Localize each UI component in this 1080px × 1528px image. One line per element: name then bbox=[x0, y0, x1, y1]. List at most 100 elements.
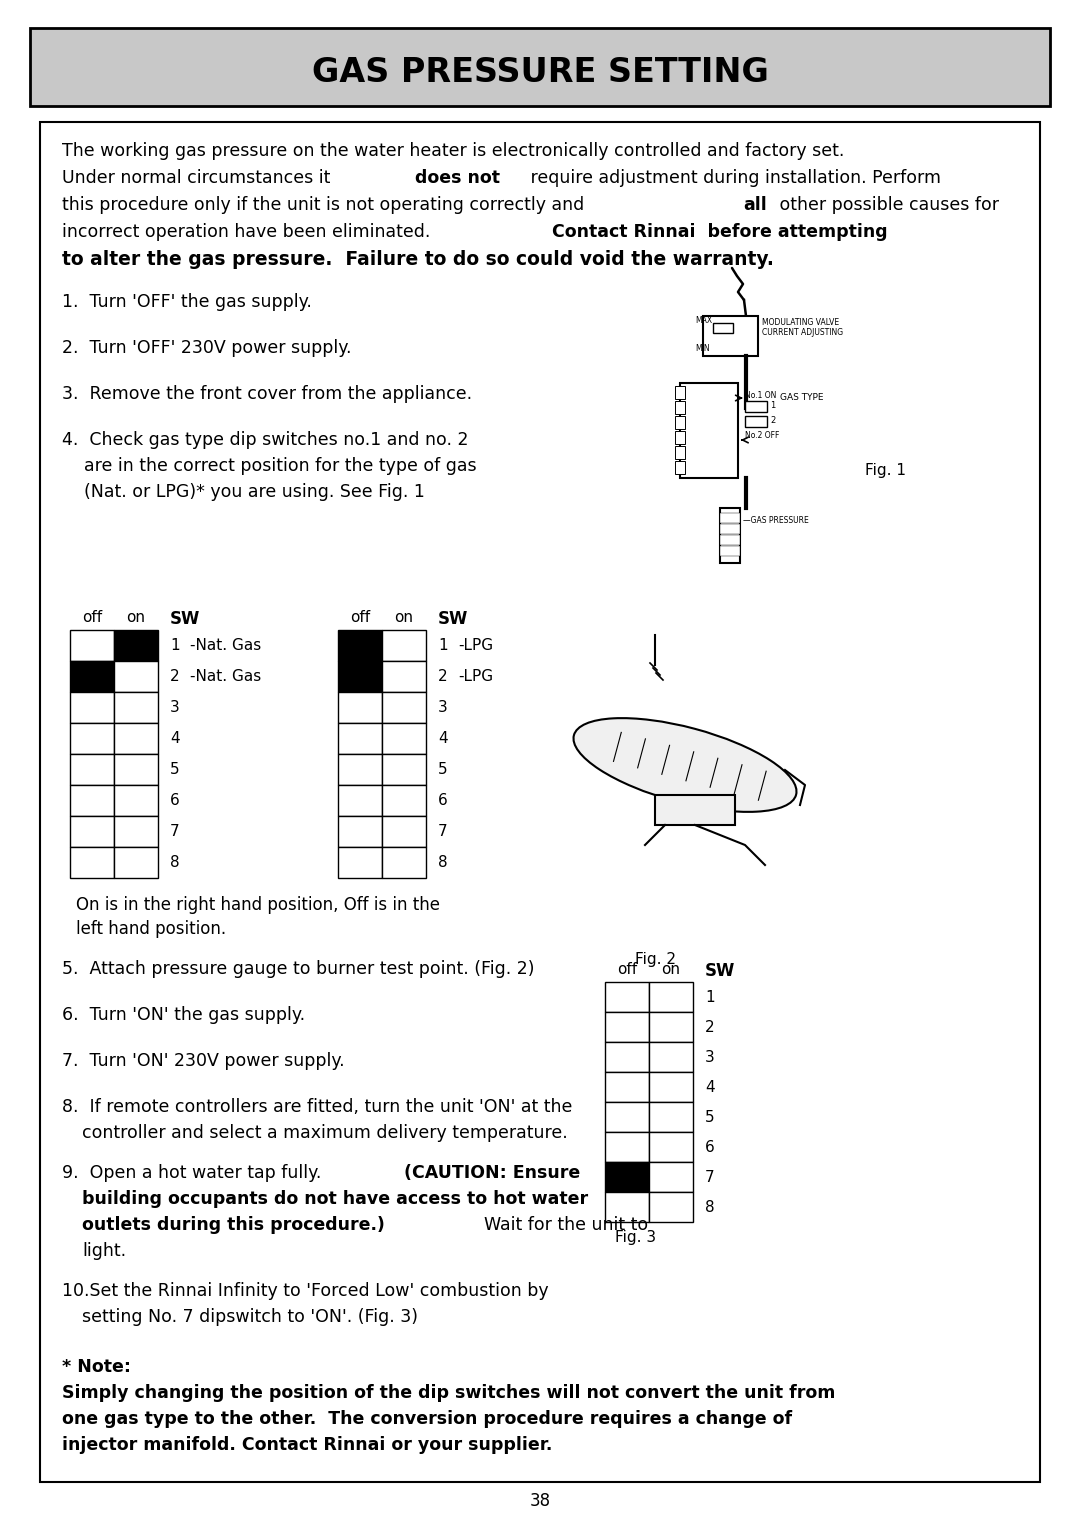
Text: Fig. 3: Fig. 3 bbox=[615, 1230, 657, 1245]
Bar bbox=[338, 662, 382, 692]
Text: 4: 4 bbox=[705, 1079, 715, 1094]
Bar bbox=[605, 1192, 649, 1222]
Text: 2: 2 bbox=[705, 1019, 715, 1034]
Bar bbox=[114, 630, 158, 662]
Bar bbox=[649, 1192, 693, 1222]
Bar bbox=[114, 785, 158, 816]
Text: (CAUTION: Ensure: (CAUTION: Ensure bbox=[404, 1164, 580, 1183]
Text: Under normal circumstances it: Under normal circumstances it bbox=[62, 170, 336, 186]
Text: off: off bbox=[350, 610, 370, 625]
Text: 7: 7 bbox=[705, 1169, 715, 1184]
Bar bbox=[338, 692, 382, 723]
Bar bbox=[605, 1012, 649, 1042]
Bar bbox=[114, 662, 158, 692]
Bar bbox=[720, 513, 740, 523]
Bar bbox=[338, 723, 382, 753]
Text: GAS TYPE: GAS TYPE bbox=[780, 393, 824, 402]
Text: 8: 8 bbox=[438, 856, 447, 869]
Text: SW: SW bbox=[170, 610, 201, 628]
Bar bbox=[30, 28, 1050, 105]
Text: 6.  Turn 'ON' the gas supply.: 6. Turn 'ON' the gas supply. bbox=[62, 1005, 306, 1024]
Bar bbox=[605, 1102, 649, 1132]
Bar bbox=[605, 1132, 649, 1161]
Text: Fig. 1: Fig. 1 bbox=[865, 463, 906, 478]
Bar bbox=[720, 524, 740, 533]
Bar bbox=[382, 785, 426, 816]
Text: MAX: MAX bbox=[696, 316, 712, 325]
Text: No.1 ON: No.1 ON bbox=[745, 391, 777, 400]
Text: -Nat. Gas: -Nat. Gas bbox=[190, 669, 261, 685]
Bar bbox=[675, 416, 685, 429]
Text: -LPG: -LPG bbox=[458, 669, 494, 685]
Text: 1: 1 bbox=[705, 990, 715, 1004]
Bar bbox=[649, 1161, 693, 1192]
Bar bbox=[338, 816, 382, 847]
Text: Fig. 2: Fig. 2 bbox=[635, 952, 676, 967]
Text: 1: 1 bbox=[438, 639, 447, 652]
Text: setting No. 7 dipswitch to 'ON'. (Fig. 3): setting No. 7 dipswitch to 'ON'. (Fig. 3… bbox=[82, 1308, 418, 1326]
Text: 8.  If remote controllers are fitted, turn the unit 'ON' at the: 8. If remote controllers are fitted, tur… bbox=[62, 1099, 572, 1115]
Text: —GAS PRESSURE: —GAS PRESSURE bbox=[743, 516, 809, 526]
Bar bbox=[382, 630, 426, 662]
Text: Simply changing the position of the dip switches will not convert the unit from: Simply changing the position of the dip … bbox=[62, 1384, 835, 1403]
Text: to alter the gas pressure.  Failure to do so could void the warranty.: to alter the gas pressure. Failure to do… bbox=[62, 251, 774, 269]
Text: all: all bbox=[743, 196, 767, 214]
Text: 8: 8 bbox=[705, 1199, 715, 1215]
Bar bbox=[649, 1012, 693, 1042]
Bar bbox=[649, 1042, 693, 1073]
Text: SW: SW bbox=[705, 963, 735, 979]
Text: No.2 OFF: No.2 OFF bbox=[745, 431, 780, 440]
Text: On is in the right hand position, Off is in the: On is in the right hand position, Off is… bbox=[76, 895, 440, 914]
Bar bbox=[114, 847, 158, 879]
Bar bbox=[70, 692, 114, 723]
Text: other possible causes for: other possible causes for bbox=[773, 196, 999, 214]
Text: 38: 38 bbox=[529, 1491, 551, 1510]
Text: light.: light. bbox=[82, 1242, 126, 1261]
Bar bbox=[654, 795, 735, 825]
Text: one gas type to the other.  The conversion procedure requires a change of: one gas type to the other. The conversio… bbox=[62, 1410, 792, 1429]
Bar bbox=[338, 785, 382, 816]
Bar bbox=[338, 847, 382, 879]
Bar bbox=[382, 692, 426, 723]
Bar bbox=[720, 545, 740, 556]
Text: (Nat. or LPG)* you are using. See Fig. 1: (Nat. or LPG)* you are using. See Fig. 1 bbox=[84, 483, 424, 501]
Text: require adjustment during installation. Perform: require adjustment during installation. … bbox=[525, 170, 941, 186]
Text: 9.  Open a hot water tap fully.: 9. Open a hot water tap fully. bbox=[62, 1164, 327, 1183]
Text: 3: 3 bbox=[705, 1050, 715, 1065]
Text: Contact Rinnai  before attempting: Contact Rinnai before attempting bbox=[552, 223, 887, 241]
Text: 1: 1 bbox=[770, 400, 775, 410]
Text: does not: does not bbox=[416, 170, 500, 186]
Text: 6: 6 bbox=[438, 793, 448, 808]
Bar bbox=[114, 816, 158, 847]
Text: 3: 3 bbox=[170, 700, 179, 715]
Bar bbox=[720, 535, 740, 545]
Text: left hand position.: left hand position. bbox=[76, 920, 226, 938]
Bar bbox=[70, 753, 114, 785]
Text: off: off bbox=[617, 963, 637, 976]
Bar bbox=[114, 753, 158, 785]
Text: injector manifold. Contact Rinnai or your supplier.: injector manifold. Contact Rinnai or you… bbox=[62, 1436, 552, 1455]
Text: 6: 6 bbox=[170, 793, 179, 808]
Text: 5: 5 bbox=[170, 762, 179, 778]
Bar bbox=[675, 400, 685, 414]
Text: GAS PRESSURE SETTING: GAS PRESSURE SETTING bbox=[311, 55, 769, 89]
Bar bbox=[675, 387, 685, 399]
Text: MODULATING VALVE: MODULATING VALVE bbox=[762, 318, 839, 327]
Text: 2: 2 bbox=[438, 669, 447, 685]
Text: building occupants do not have access to hot water: building occupants do not have access to… bbox=[82, 1190, 589, 1209]
Text: 5.  Attach pressure gauge to burner test point. (Fig. 2): 5. Attach pressure gauge to burner test … bbox=[62, 960, 535, 978]
Bar bbox=[338, 753, 382, 785]
Text: 4.  Check gas type dip switches no.1 and no. 2: 4. Check gas type dip switches no.1 and … bbox=[62, 431, 469, 449]
Bar bbox=[649, 1073, 693, 1102]
Bar bbox=[703, 316, 758, 356]
Bar bbox=[605, 1042, 649, 1073]
Bar bbox=[382, 816, 426, 847]
Text: on: on bbox=[394, 610, 414, 625]
Text: on: on bbox=[126, 610, 146, 625]
Text: 5: 5 bbox=[705, 1109, 715, 1125]
Text: * Note:: * Note: bbox=[62, 1358, 131, 1377]
Text: CURRENT ADJUSTING: CURRENT ADJUSTING bbox=[762, 329, 843, 338]
Bar bbox=[70, 723, 114, 753]
Text: 4: 4 bbox=[170, 730, 179, 746]
Text: 7: 7 bbox=[438, 824, 447, 839]
